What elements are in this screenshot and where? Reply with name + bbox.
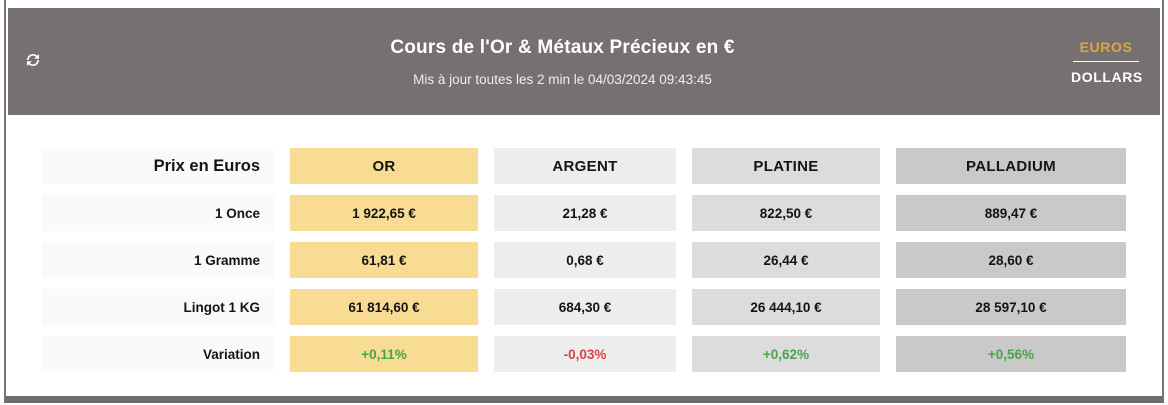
price-palladium-gramme: 28,60 € [896, 242, 1126, 278]
row-label-once: 1 Once [42, 195, 274, 231]
price-argent-gramme: 0,68 € [494, 242, 676, 278]
column-header-palladium: PALLADIUM [896, 148, 1126, 184]
currency-option-dollars[interactable]: DOLLARS [1071, 68, 1143, 85]
refresh-button[interactable] [8, 51, 54, 72]
price-platine-lingot: 26 444,10 € [692, 289, 880, 325]
price-argent-lingot: 684,30 € [494, 289, 676, 325]
header-bar: Cours de l'Or & Métaux Précieux en € Mis… [8, 8, 1160, 115]
price-or-gramme: 61,81 € [290, 242, 478, 278]
table-corner-label: Prix en Euros [42, 148, 274, 184]
currency-toggle: EUROS DOLLARS [1071, 39, 1143, 85]
price-or-lingot: 61 814,60 € [290, 289, 478, 325]
toggle-underline [1073, 60, 1139, 62]
column-header-argent: ARGENT [494, 148, 676, 184]
price-palladium-lingot: 28 597,10 € [896, 289, 1126, 325]
variation-argent: -0,03% [494, 336, 676, 372]
page-title: Cours de l'Or & Métaux Précieux en € [390, 36, 735, 58]
variation-or: +0,11% [290, 336, 478, 372]
price-or-once: 1 922,65 € [290, 195, 478, 231]
last-updated-text: Mis à jour toutes les 2 min le 04/03/202… [413, 71, 712, 87]
header-center: Cours de l'Or & Métaux Précieux en € Mis… [54, 37, 1071, 87]
variation-platine: +0,62% [692, 336, 880, 372]
currency-option-euros[interactable]: EUROS [1071, 39, 1141, 55]
widget-frame: Cours de l'Or & Métaux Précieux en € Mis… [4, 0, 1164, 403]
price-platine-once: 822,50 € [692, 195, 880, 231]
column-header-or: OR [290, 148, 478, 184]
variation-palladium: +0,56% [896, 336, 1126, 372]
price-platine-gramme: 26,44 € [692, 242, 880, 278]
row-label-gramme: 1 Gramme [42, 242, 274, 278]
price-palladium-once: 889,47 € [896, 195, 1126, 231]
price-table: Prix en Euros OR ARGENT PLATINE PALLADIU… [42, 148, 1162, 372]
refresh-icon [24, 51, 42, 72]
price-argent-once: 21,28 € [494, 195, 676, 231]
column-header-platine: PLATINE [692, 148, 880, 184]
row-label-lingot: Lingot 1 KG [42, 289, 274, 325]
row-label-variation: Variation [42, 336, 274, 372]
